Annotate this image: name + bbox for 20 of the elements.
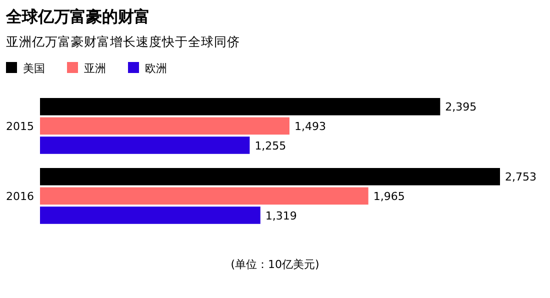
data-label: 1,493 bbox=[294, 120, 326, 133]
bar bbox=[40, 168, 500, 186]
data-label: 1,255 bbox=[254, 139, 286, 152]
data-label: 2,753 bbox=[505, 170, 536, 184]
chart-subtitle: 亚洲亿万富豪财富增长速度快于全球同侪 bbox=[6, 34, 240, 49]
x-axis-title: (单位：10亿美元) bbox=[230, 258, 320, 271]
data-label: 2,395 bbox=[445, 100, 477, 114]
legend-label: 欧洲 bbox=[145, 62, 167, 75]
bar bbox=[40, 206, 260, 224]
data-label: 1,965 bbox=[373, 190, 405, 203]
data-label: 1,319 bbox=[265, 209, 297, 222]
chart-title: 全球亿万富豪的财富 bbox=[5, 7, 150, 26]
legend-label: 美国 bbox=[23, 62, 45, 75]
bar bbox=[40, 117, 290, 135]
y-tick-label: 2016 bbox=[6, 190, 34, 203]
legend-label: 亚洲 bbox=[84, 62, 106, 75]
y-tick-label: 2015 bbox=[6, 120, 34, 133]
bar bbox=[40, 98, 440, 116]
bar bbox=[40, 136, 250, 154]
bar bbox=[40, 187, 368, 205]
